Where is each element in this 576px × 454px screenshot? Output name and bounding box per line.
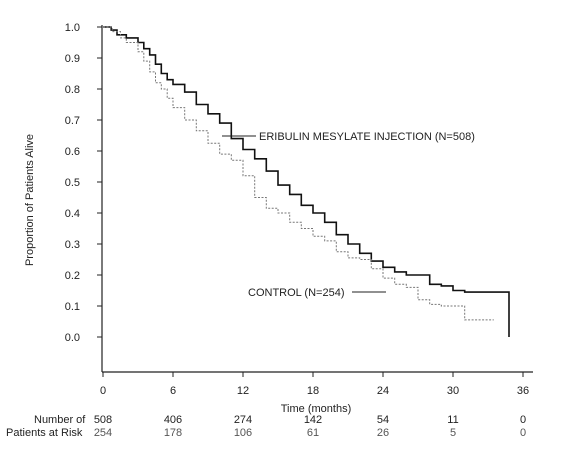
risk-eribulin-18: 142 [303, 414, 323, 426]
y-tick-label: 0.6 [65, 146, 80, 158]
risk-control-30: 5 [449, 427, 457, 439]
y-tick-label: 0.4 [65, 208, 80, 220]
risk-eribulin-30: 11 [447, 414, 459, 426]
axes: 0.0 0.1 0.2 0.3 0.4 0.5 0.6 0.7 0.8 0.9 1.0 0 6 12 18 2… [24, 22, 533, 415]
x-tick-label: 12 [237, 385, 249, 397]
y-tick-label: 0.7 [65, 115, 80, 127]
risk-control-18: 61 [306, 427, 320, 439]
risk-control-0: 254 [93, 427, 113, 439]
y-tick-label: 0.3 [65, 239, 80, 251]
x-axis-title: Time (months) [281, 403, 352, 415]
risk-eribulin-24: 54 [376, 414, 390, 426]
risk-control-36: 0 [519, 427, 527, 439]
x-tick-label: 18 [307, 385, 319, 397]
y-tick-label: 0.9 [65, 53, 80, 65]
annotation-control: CONTROL (N=254) [248, 287, 344, 299]
risk-eribulin-6: 406 [163, 414, 183, 426]
y-tick-label: 0.0 [65, 332, 80, 344]
risk-eribulin-12: 274 [233, 414, 253, 426]
y-tick-label: 1.0 [65, 22, 80, 34]
risk-control-12: 106 [233, 427, 253, 439]
annotation-eribulin: ERIBULIN MESYLATE INJECTION (N=508) [259, 131, 475, 143]
series-line-eribulin [103, 26, 510, 337]
series-line-control [103, 26, 494, 321]
risk-control-24: 26 [376, 427, 390, 439]
risk-eribulin-0: 508 [93, 414, 113, 426]
annotations: ERIBULIN MESYLATE INJECTION (N=508) CONTR… [222, 131, 475, 299]
risk-label-patients-at-risk: Patients at Risk [6, 427, 83, 439]
x-tick-label: 0 [100, 385, 106, 397]
y-tick-label: 0.8 [65, 84, 80, 96]
x-tick-label: 24 [377, 385, 389, 397]
y-tick-label: 0.1 [65, 301, 80, 313]
risk-label-number-of: Number of [34, 414, 86, 426]
risk-eribulin-36: 0 [519, 414, 527, 426]
x-tick-label: 6 [170, 385, 176, 397]
y-tick-label: 0.5 [65, 177, 80, 189]
risk-control-6: 178 [163, 427, 183, 439]
y-tick-label: 0.2 [65, 270, 80, 282]
x-tick-label: 36 [517, 385, 529, 397]
y-axis-title: Proportion of Patients Alive [24, 134, 36, 266]
series-lines [103, 26, 510, 337]
x-tick-label: 30 [447, 385, 459, 397]
